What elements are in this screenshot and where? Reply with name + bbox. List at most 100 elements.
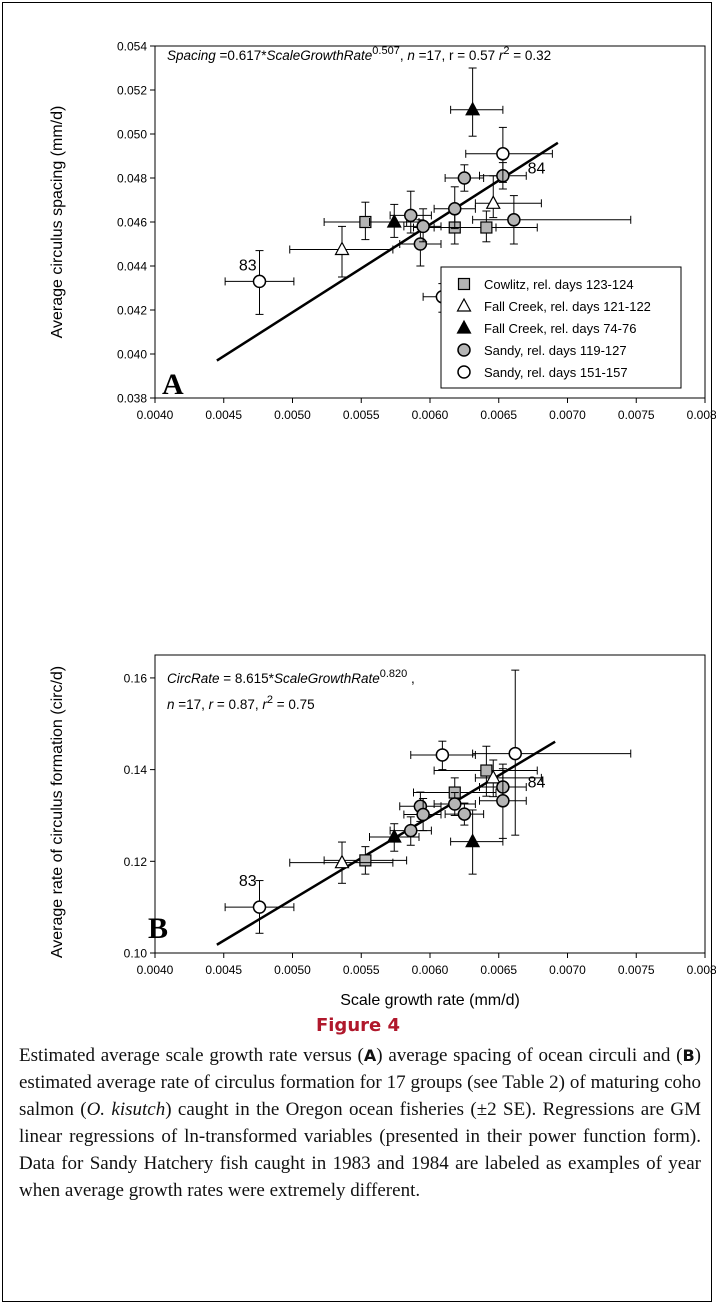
y-tick-label: 0.12 <box>124 855 148 869</box>
legend-a: Cowlitz, rel. days 123-124 Fall Creek, re… <box>440 266 682 389</box>
legend-label: Cowlitz, rel. days 123-124 <box>484 277 634 292</box>
x-tick-label: 0.0050 <box>274 408 311 422</box>
legend-marker <box>457 343 471 357</box>
legend-label: Sandy, rel. days 151-157 <box>484 365 628 380</box>
data-point <box>496 794 510 808</box>
data-point <box>485 769 501 784</box>
data-point-group <box>472 195 632 245</box>
x-tick-label: 0.0080 <box>687 408 716 422</box>
y-axis-label-a: Average circulus spacing (mm/d) <box>49 106 66 339</box>
data-point <box>386 828 402 843</box>
data-point <box>404 208 418 223</box>
data-point-group <box>289 841 394 884</box>
regression-equation-a: Spacing =0.617*ScaleGrowthRate0.507, n =… <box>167 45 551 63</box>
point-annotation: 84 <box>528 774 546 791</box>
x-tick-label: 0.0060 <box>412 963 449 977</box>
figure-charts: 0.038 0.040 0.042 0.044 0.046 0.048 0.050 0.052… <box>49 40 716 1010</box>
data-point-group <box>450 67 504 137</box>
x-tick-label: 0.0060 <box>412 408 449 422</box>
y-tick-label: 0.054 <box>117 40 147 54</box>
x-tick-label: 0.0070 <box>549 408 586 422</box>
data-point-group <box>444 802 485 826</box>
y-axis-a: 0.038 0.040 0.042 0.044 0.046 0.048 0.050 0.052… <box>117 40 155 406</box>
y-tick-label: 0.16 <box>124 671 148 685</box>
regression-equation-b-line2: n =17, r = 0.87, r2 = 0.75 <box>167 694 315 712</box>
legend-marker <box>456 297 472 312</box>
x-tick-label: 0.0065 <box>480 963 517 977</box>
chart-panel-a: 0.038 0.040 0.042 0.044 0.046 0.048 0.050 0.052… <box>49 40 716 423</box>
data-point <box>496 147 510 161</box>
y-tick-label: 0.042 <box>117 304 147 318</box>
chart-panel-b: 0.10 0.12 0.14 0.16 0.0040 0.0045 0.0050 0.005… <box>49 654 716 1009</box>
annotations-a: 83 84 <box>239 161 546 275</box>
legend-label: Fall Creek, rel. days 74-76 <box>484 321 636 336</box>
data-point-group <box>389 816 432 846</box>
annotations-b: 83 84 <box>239 774 546 890</box>
x-axis-b: 0.0040 0.0045 0.0050 0.0055 0.0060 0.0065 0.00… <box>137 953 716 977</box>
data-point <box>416 807 430 822</box>
figure-title: Figure 4 <box>315 1015 401 1036</box>
data-point <box>507 213 521 227</box>
data-point <box>508 746 522 761</box>
data-point-group <box>410 740 476 771</box>
data-points-b <box>224 669 632 934</box>
data-point <box>386 213 402 228</box>
data-point <box>413 237 428 251</box>
data-point <box>404 823 418 838</box>
y-tick-label: 0.040 <box>117 348 147 362</box>
y-tick-label: 0.10 <box>124 947 148 961</box>
x-tick-label: 0.0045 <box>205 408 242 422</box>
data-point <box>252 274 267 289</box>
y-tick-label: 0.044 <box>117 260 147 274</box>
legend-marker <box>456 319 472 334</box>
figure-caption: Estimated average scale growth rate vers… <box>19 1045 701 1201</box>
x-tick-label: 0.0070 <box>549 963 586 977</box>
data-point-group <box>433 210 538 243</box>
x-tick-label: 0.0040 <box>137 408 174 422</box>
y-tick-label: 0.046 <box>117 216 147 230</box>
data-point-group <box>403 208 442 243</box>
x-axis-a: 0.0040 0.0045 0.0050 0.0055 0.0060 0.0065 0.00… <box>137 398 716 422</box>
data-point-group <box>403 797 442 832</box>
data-point <box>448 797 462 811</box>
panel-label-b: B <box>148 912 168 945</box>
data-point-group <box>433 186 476 230</box>
regression-line-b <box>216 740 556 946</box>
legend-label: Fall Creek, rel. days 121-122 <box>484 299 651 314</box>
data-point <box>480 221 493 234</box>
data-point-group <box>369 203 420 238</box>
x-tick-label: 0.0075 <box>618 408 655 422</box>
data-point <box>334 854 350 869</box>
data-point-group <box>323 201 408 241</box>
legend-label: Sandy, rel. days 119-127 <box>484 343 627 358</box>
data-point <box>416 219 430 234</box>
data-point-group <box>465 126 553 183</box>
data-point-group <box>224 880 295 934</box>
y-axis-b: 0.10 0.12 0.14 0.16 <box>124 671 155 961</box>
data-point <box>457 171 472 185</box>
y-tick-label: 0.052 <box>117 84 147 98</box>
regression-equation-b-line1: CircRate = 8.615*ScaleGrowthRate0.820 , <box>167 668 415 686</box>
x-tick-label: 0.0045 <box>205 963 242 977</box>
data-point <box>465 101 481 116</box>
x-tick-label: 0.0055 <box>343 408 380 422</box>
x-tick-label: 0.0065 <box>480 408 517 422</box>
data-point <box>334 241 350 256</box>
point-annotation: 84 <box>528 161 546 178</box>
data-point-group <box>444 164 485 192</box>
legend-marker <box>457 365 471 379</box>
legend-box <box>440 266 682 389</box>
x-axis-label-b: Scale growth rate (mm/d) <box>340 992 520 1009</box>
y-axis-label-b: Average rate of circulus formation (circ… <box>49 666 66 958</box>
data-point-group <box>289 225 394 278</box>
data-point <box>252 900 267 914</box>
point-annotation: 83 <box>239 257 257 274</box>
data-point-group <box>224 250 295 315</box>
data-point <box>448 202 462 216</box>
data-point <box>457 807 472 821</box>
data-point <box>485 195 501 209</box>
panel-label-a: A <box>162 368 184 401</box>
data-point-group <box>323 846 408 875</box>
data-point-group <box>474 759 542 798</box>
